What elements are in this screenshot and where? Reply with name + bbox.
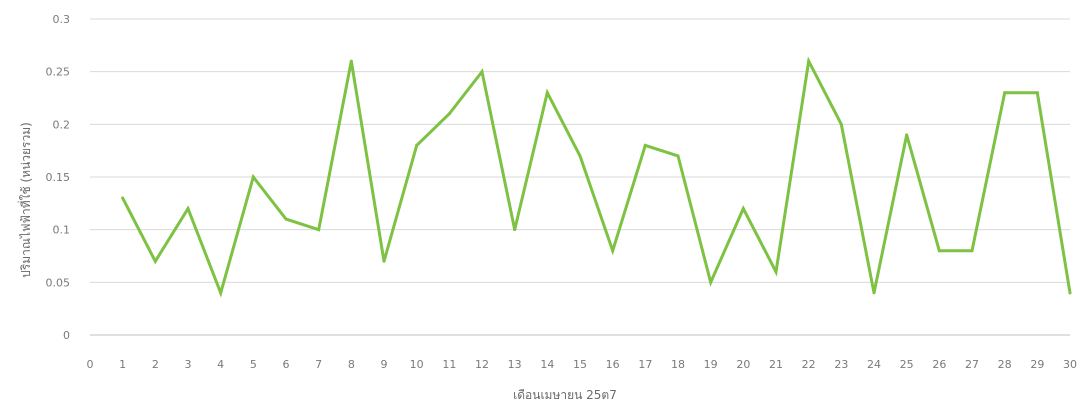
x-tick-label: 23: [834, 358, 848, 371]
x-tick-label: 7: [315, 358, 322, 371]
data-point: [741, 207, 745, 211]
x-tick-label: 18: [671, 358, 685, 371]
x-axis-label: เดือนเมษายน 25ต7: [513, 388, 617, 402]
x-tick-label: 25: [900, 358, 914, 371]
x-tick-label: 9: [381, 358, 388, 371]
x-tick-label: 5: [250, 358, 257, 371]
x-tick-label: 26: [932, 358, 946, 371]
data-point: [284, 217, 288, 221]
x-tick-label: 11: [442, 358, 456, 371]
data-point: [513, 228, 517, 232]
series-line: [121, 56, 1072, 298]
data-point: [872, 291, 876, 295]
y-tick-label: 0.05: [46, 276, 71, 289]
x-tick-label: 6: [283, 358, 290, 371]
data-point: [1035, 91, 1039, 95]
x-tick-label: 30: [1063, 358, 1077, 371]
x-tick-label: 4: [217, 358, 224, 371]
data-point: [578, 154, 582, 158]
y-tick-label: 0.25: [46, 66, 71, 79]
x-tick-label: 29: [1030, 358, 1044, 371]
y-axis-ticks: 0 0.05 0.1 0.15 0.2 0.25 0.3: [46, 13, 71, 342]
x-tick-label: 15: [573, 358, 587, 371]
y-tick-label: 0: [63, 329, 70, 342]
x-tick-label: 1: [119, 358, 126, 371]
data-point: [219, 291, 223, 295]
x-tick-label: 14: [540, 358, 554, 371]
data-point: [1068, 291, 1072, 295]
data-point: [153, 259, 157, 263]
data-point: [349, 59, 353, 63]
data-point: [937, 249, 941, 253]
data-point: [709, 280, 713, 284]
y-tick-label: 0.1: [53, 224, 71, 237]
x-tick-label: 20: [736, 358, 750, 371]
y-tick-label: 0.3: [53, 13, 71, 26]
data-point: [545, 91, 549, 95]
data-point: [905, 133, 909, 137]
x-tick-label: 0: [87, 358, 94, 371]
x-tick-label: 17: [638, 358, 652, 371]
x-tick-label: 21: [769, 358, 783, 371]
x-tick-label: 16: [606, 358, 620, 371]
series-layer: [121, 56, 1072, 298]
x-tick-label: 19: [704, 358, 718, 371]
data-point: [1003, 91, 1007, 95]
data-point: [317, 228, 321, 232]
x-axis-ticks: 0 1 2 3 4 5 6 7 8 9 10 11 12 13 14 15 16 17 18 19 20 21 22 23 24…: [87, 358, 1078, 371]
x-tick-label: 3: [185, 358, 192, 371]
x-tick-label: 22: [802, 358, 816, 371]
data-point: [970, 249, 974, 253]
y-axis-label: ปริมาณไฟฟ้าที่ใช้ (หน่วยรวม): [17, 122, 33, 278]
x-tick-label: 12: [475, 358, 489, 371]
x-tick-label: 27: [965, 358, 979, 371]
data-point: [807, 59, 811, 63]
x-tick-label: 28: [998, 358, 1012, 371]
data-point: [382, 259, 386, 263]
data-point: [186, 207, 190, 211]
data-point: [121, 196, 125, 200]
data-point: [251, 175, 255, 179]
data-point: [480, 70, 484, 74]
data-point: [676, 154, 680, 158]
x-tick-label: 10: [410, 358, 424, 371]
y-tick-label: 0.15: [46, 171, 71, 184]
data-point: [611, 249, 615, 253]
data-point: [447, 112, 451, 116]
data-point: [774, 270, 778, 274]
data-point: [839, 122, 843, 126]
x-tick-label: 2: [152, 358, 159, 371]
data-point: [643, 143, 647, 147]
data-point: [415, 143, 419, 147]
x-tick-label: 8: [348, 358, 355, 371]
x-tick-label: 24: [867, 358, 881, 371]
y-tick-label: 0.2: [53, 118, 71, 131]
gridlines: [90, 18, 1070, 336]
x-tick-label: 13: [508, 358, 522, 371]
